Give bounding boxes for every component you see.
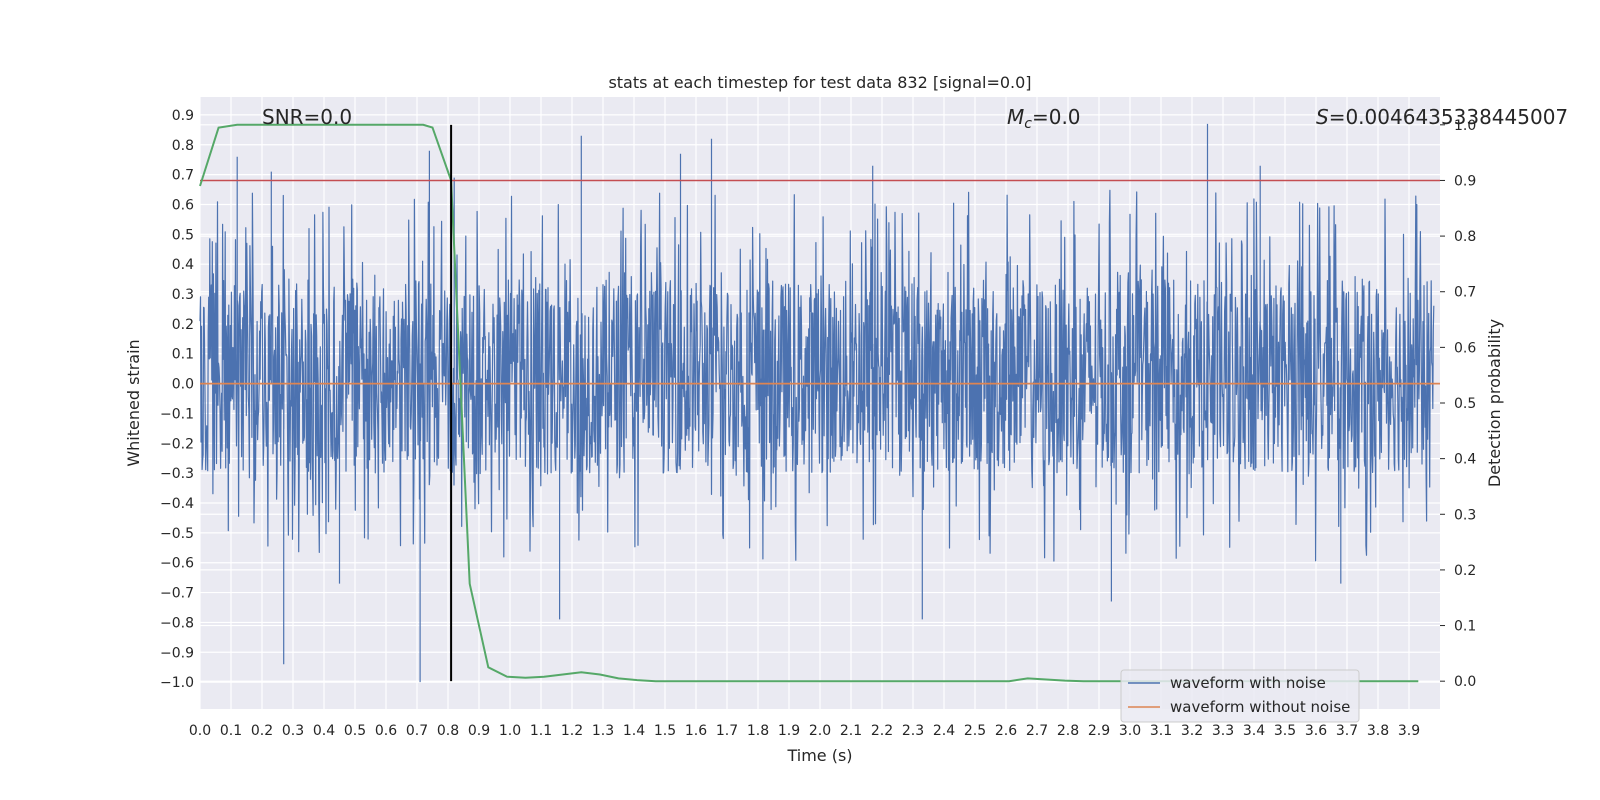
y2-tick-label: 0.0 <box>1454 674 1476 690</box>
series-waveform-with-noise <box>199 123 1435 683</box>
y-tick-label: −0.7 <box>160 586 194 602</box>
legend: waveform with noise waveform without noi… <box>1120 669 1360 723</box>
x-tick-label: 1.0 <box>499 723 521 739</box>
legend-label-noise: waveform with noise <box>1170 674 1326 692</box>
y-tick-label: 0.2 <box>172 317 194 333</box>
y-tick-label: −0.8 <box>160 615 194 631</box>
y2-tick-label: 0.4 <box>1454 452 1476 468</box>
x-tick-label: 0.6 <box>375 723 397 739</box>
x-tick-label: 1.6 <box>685 723 707 739</box>
y-tick-label: −1.0 <box>160 675 194 691</box>
x-tick-label: 0.0 <box>189 723 211 739</box>
y2-tick-label: 0.5 <box>1454 396 1476 412</box>
x-tick-label: 3.7 <box>1336 723 1358 739</box>
y-tick-label: −0.2 <box>160 436 194 452</box>
x-tick-label: 0.2 <box>251 723 273 739</box>
y-tick-label: 0.8 <box>172 138 194 154</box>
x-tick-label: 2.1 <box>840 723 862 739</box>
y-tick-label: 0.6 <box>172 197 194 213</box>
x-tick-label: 1.5 <box>654 723 676 739</box>
y2-tick-label: 0.8 <box>1454 229 1476 245</box>
y2-tick-label: 1.0 <box>1454 118 1476 134</box>
y-tick-label: −0.9 <box>160 645 194 661</box>
x-tick-label: 2.3 <box>902 723 924 739</box>
x-axis-label: Time (s) <box>786 746 852 765</box>
y-tick-label: −0.4 <box>160 496 194 512</box>
y2-tick-label: 0.1 <box>1454 619 1476 635</box>
x-tick-label: 2.8 <box>1057 723 1079 739</box>
x-tick-label: 3.1 <box>1150 723 1172 739</box>
x-tick-label: 0.3 <box>282 723 304 739</box>
y-axis-ticks: 0.9 0.8 0.7 0.6 0.5 0.4 0.3 0.2 0.1 0.0 −0.1 −0.2 −0… <box>160 108 194 691</box>
y2-axis-label: Detection probability <box>1485 319 1504 487</box>
x-tick-label: 3.5 <box>1274 723 1296 739</box>
x-tick-label: 3.8 <box>1367 723 1389 739</box>
y-tick-label: 0.4 <box>172 257 194 273</box>
x-tick-label: 0.5 <box>344 723 366 739</box>
x-axis-ticks: 0.0 0.1 0.2 0.3 0.4 0.5 0.6 0.7 0.8 0.9 1.0 1.1 1.2 1… <box>189 723 1420 739</box>
x-tick-label: 2.0 <box>809 723 831 739</box>
y2-tick-label: 0.7 <box>1454 285 1476 301</box>
snr-annotation: SNR=0.0 <box>262 105 352 129</box>
y-tick-label: −0.5 <box>160 526 194 542</box>
y-tick-label: 0.7 <box>172 168 194 184</box>
legend-box <box>1120 669 1360 723</box>
x-tick-label: 0.4 <box>313 723 335 739</box>
x-tick-label: 2.7 <box>1026 723 1048 739</box>
mc-subscript: c <box>1024 116 1032 132</box>
x-tick-label: 0.1 <box>220 723 242 739</box>
s-value: =0.0046435338445007 <box>1329 105 1568 129</box>
y2-tick-label: 0.9 <box>1454 173 1476 189</box>
x-tick-label: 2.2 <box>871 723 893 739</box>
x-tick-label: 3.0 <box>1119 723 1141 739</box>
y2-axis-ticks: 0.0 0.1 0.2 0.3 0.4 0.5 0.6 0.7 0.8 0.9 1.0 <box>1440 118 1476 690</box>
s-annotation: S=0.0046435338445007 <box>1316 105 1568 129</box>
y2-tick-label: 0.3 <box>1454 507 1476 523</box>
x-tick-label: 3.3 <box>1212 723 1234 739</box>
chart-title: stats at each timestep for test data 832… <box>608 73 1031 92</box>
x-tick-label: 2.6 <box>995 723 1017 739</box>
x-tick-label: 1.1 <box>530 723 552 739</box>
x-tick-label: 1.8 <box>747 723 769 739</box>
y-axis-label: Whitened strain <box>124 339 143 466</box>
x-tick-label: 2.4 <box>933 723 955 739</box>
y2-tick-label: 0.2 <box>1454 563 1476 579</box>
s-symbol: S <box>1316 105 1329 129</box>
legend-label-clean: waveform without noise <box>1170 698 1350 716</box>
x-tick-label: 3.2 <box>1181 723 1203 739</box>
mc-annotation: Mc=0.0 <box>1007 105 1081 132</box>
x-tick-label: 0.9 <box>468 723 490 739</box>
mc-symbol: M <box>1007 105 1024 129</box>
y-tick-label: 0.3 <box>172 287 194 303</box>
y-tick-label: 0.0 <box>172 377 194 393</box>
x-tick-label: 1.3 <box>592 723 614 739</box>
y-tick-label: −0.1 <box>160 406 194 422</box>
mc-value: =0.0 <box>1032 105 1081 129</box>
y-tick-label: 0.9 <box>172 108 194 124</box>
x-tick-label: 0.8 <box>437 723 459 739</box>
x-tick-label: 1.7 <box>716 723 738 739</box>
y-tick-label: −0.6 <box>160 556 194 572</box>
x-tick-label: 2.9 <box>1088 723 1110 739</box>
x-tick-label: 1.9 <box>778 723 800 739</box>
y-tick-label: 0.5 <box>172 227 194 243</box>
y-tick-label: −0.3 <box>160 466 194 482</box>
x-tick-label: 0.7 <box>406 723 428 739</box>
x-tick-label: 1.4 <box>623 723 645 739</box>
y-tick-label: 0.1 <box>172 347 194 363</box>
x-tick-label: 2.5 <box>964 723 986 739</box>
y2-tick-label: 0.6 <box>1454 340 1476 356</box>
x-tick-label: 3.6 <box>1305 723 1327 739</box>
x-tick-label: 3.9 <box>1398 723 1420 739</box>
x-tick-label: 1.2 <box>561 723 583 739</box>
x-tick-label: 3.4 <box>1243 723 1265 739</box>
